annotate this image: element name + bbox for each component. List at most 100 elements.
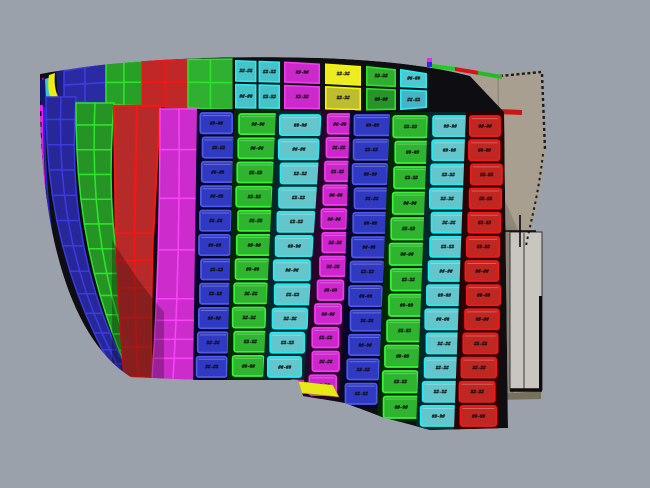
grid-cell[interactable] bbox=[59, 96, 77, 121]
grid-cell[interactable] bbox=[61, 169, 78, 197]
plate[interactable] bbox=[266, 355, 303, 378]
grid-cell[interactable] bbox=[93, 124, 114, 151]
plate[interactable] bbox=[271, 307, 309, 330]
grid-cell[interactable] bbox=[93, 102, 115, 126]
top-band-t7[interactable]: ##-## ##-## bbox=[322, 61, 364, 113]
grid-cell[interactable] bbox=[93, 173, 113, 200]
band-cell-magenta[interactable] bbox=[284, 84, 320, 110]
plate[interactable] bbox=[348, 285, 383, 308]
plate[interactable] bbox=[469, 163, 503, 186]
grid-cell[interactable] bbox=[59, 144, 76, 171]
band-cell-cyan[interactable] bbox=[258, 60, 280, 83]
band-cell-red[interactable] bbox=[141, 59, 166, 83]
band-cell-red[interactable] bbox=[164, 81, 189, 109]
band-cell-cyan[interactable] bbox=[400, 68, 427, 89]
grid-cell[interactable] bbox=[158, 148, 180, 200]
top-band-t9[interactable]: ##-## ##-## bbox=[397, 67, 430, 112]
plate[interactable] bbox=[314, 303, 342, 325]
band-cell-magenta[interactable] bbox=[284, 61, 320, 85]
grid-cell[interactable] bbox=[45, 96, 62, 121]
band-cell-blue[interactable] bbox=[63, 66, 86, 86]
band-cell-green[interactable] bbox=[187, 81, 212, 110]
band-cell-dark-green[interactable] bbox=[366, 87, 396, 111]
band-cell-cyan[interactable] bbox=[235, 83, 257, 109]
hull-shell-plating[interactable]: ##-## ##-####-## ##-####-####-####-####-##… bbox=[36, 57, 508, 436]
plate[interactable] bbox=[464, 308, 500, 331]
plate[interactable] bbox=[381, 370, 419, 394]
band-cell-green[interactable] bbox=[105, 81, 125, 106]
band-cell-red[interactable] bbox=[141, 81, 166, 108]
plate[interactable] bbox=[344, 382, 378, 405]
grid-cell[interactable] bbox=[112, 104, 139, 235]
plate[interactable] bbox=[468, 139, 501, 162]
plate[interactable] bbox=[231, 306, 267, 329]
grid-cell[interactable] bbox=[95, 198, 114, 225]
grid-cell[interactable] bbox=[46, 144, 63, 171]
band-cell-yellow[interactable] bbox=[325, 63, 361, 86]
transom-side-panel[interactable] bbox=[509, 231, 543, 391]
band-cell-cyan[interactable] bbox=[258, 84, 280, 110]
band-cell-green[interactable] bbox=[187, 58, 212, 84]
plate-column-c8-cyan[interactable]: ##-## ##-## ##-## ##-## ##-## ##-## ##-## ##-##… bbox=[263, 111, 326, 381]
plate-column-c12-cyan[interactable]: ##-## ##-## ##-## ##-## ##-## ##-## ##-## ##-##… bbox=[416, 112, 471, 430]
plate[interactable] bbox=[320, 208, 348, 230]
grid-cell[interactable] bbox=[178, 108, 200, 151]
grid-cell[interactable] bbox=[59, 118, 76, 146]
grid-strake-magenta[interactable] bbox=[151, 108, 200, 381]
grid-cell[interactable] bbox=[133, 232, 155, 262]
plate[interactable] bbox=[460, 356, 498, 379]
plate[interactable] bbox=[311, 350, 340, 373]
band-cell-green[interactable] bbox=[105, 61, 125, 84]
grid-cell[interactable] bbox=[172, 357, 196, 381]
band-cell-green[interactable] bbox=[123, 60, 143, 84]
plate-column-c6-blue[interactable]: ##-## ##-## ##-## ##-## ##-## ##-## ##-## ##-##… bbox=[193, 109, 238, 381]
plate-column-c13-red[interactable]: ##-## ##-## ##-## ##-## ##-## ##-## ##-## ##-##… bbox=[454, 112, 505, 430]
top-band-t3[interactable] bbox=[141, 58, 189, 109]
plate[interactable] bbox=[272, 259, 311, 282]
plate[interactable] bbox=[277, 138, 320, 161]
grid-cell[interactable] bbox=[178, 148, 200, 200]
grid-cell[interactable] bbox=[77, 173, 98, 200]
band-cell-cyan[interactable] bbox=[400, 89, 427, 111]
plate[interactable] bbox=[468, 115, 501, 138]
grid-cell[interactable] bbox=[173, 338, 197, 360]
plate[interactable] bbox=[274, 235, 314, 257]
top-band-t8[interactable]: ##-## ##-## bbox=[363, 64, 399, 113]
plate[interactable] bbox=[316, 279, 345, 301]
grid-cell[interactable] bbox=[174, 319, 198, 341]
grid-cell[interactable] bbox=[157, 197, 180, 251]
band-cell-blue[interactable] bbox=[84, 81, 107, 105]
grid-strake-blue[interactable] bbox=[45, 96, 133, 379]
plate[interactable] bbox=[195, 355, 228, 378]
top-band-t4[interactable] bbox=[187, 58, 234, 111]
band-cell-green[interactable] bbox=[209, 58, 234, 84]
plate[interactable] bbox=[462, 332, 499, 355]
top-band-t5[interactable]: ##-## ##-## ##-## ##-## bbox=[232, 58, 283, 111]
plate[interactable] bbox=[464, 260, 500, 282]
plate[interactable] bbox=[346, 358, 380, 381]
grid-cell[interactable] bbox=[75, 102, 96, 126]
grid-cell[interactable] bbox=[75, 124, 96, 151]
plate[interactable] bbox=[199, 112, 234, 135]
band-cell-yellow[interactable] bbox=[325, 86, 361, 111]
band-cell-green[interactable] bbox=[123, 81, 143, 107]
plate[interactable] bbox=[392, 115, 429, 139]
band-cell-dark-green[interactable] bbox=[366, 65, 396, 88]
plate[interactable] bbox=[311, 326, 340, 349]
top-band-t2[interactable] bbox=[105, 60, 143, 107]
band-cell-green[interactable] bbox=[209, 81, 234, 111]
grid-cell[interactable] bbox=[76, 149, 96, 176]
plate[interactable] bbox=[458, 380, 496, 403]
plate[interactable] bbox=[199, 209, 232, 232]
band-cell-red[interactable] bbox=[164, 58, 189, 84]
grid-cell[interactable] bbox=[45, 118, 62, 146]
plate-column-c11-green[interactable]: ##-## ##-## ##-## ##-## ##-## ##-## ##-## ##-##… bbox=[377, 112, 433, 422]
plate[interactable] bbox=[466, 235, 501, 258]
plate[interactable] bbox=[198, 233, 231, 257]
band-cell-cyan[interactable] bbox=[235, 59, 257, 83]
plate[interactable] bbox=[465, 284, 502, 307]
plate[interactable] bbox=[459, 404, 498, 427]
plate[interactable] bbox=[468, 187, 503, 210]
